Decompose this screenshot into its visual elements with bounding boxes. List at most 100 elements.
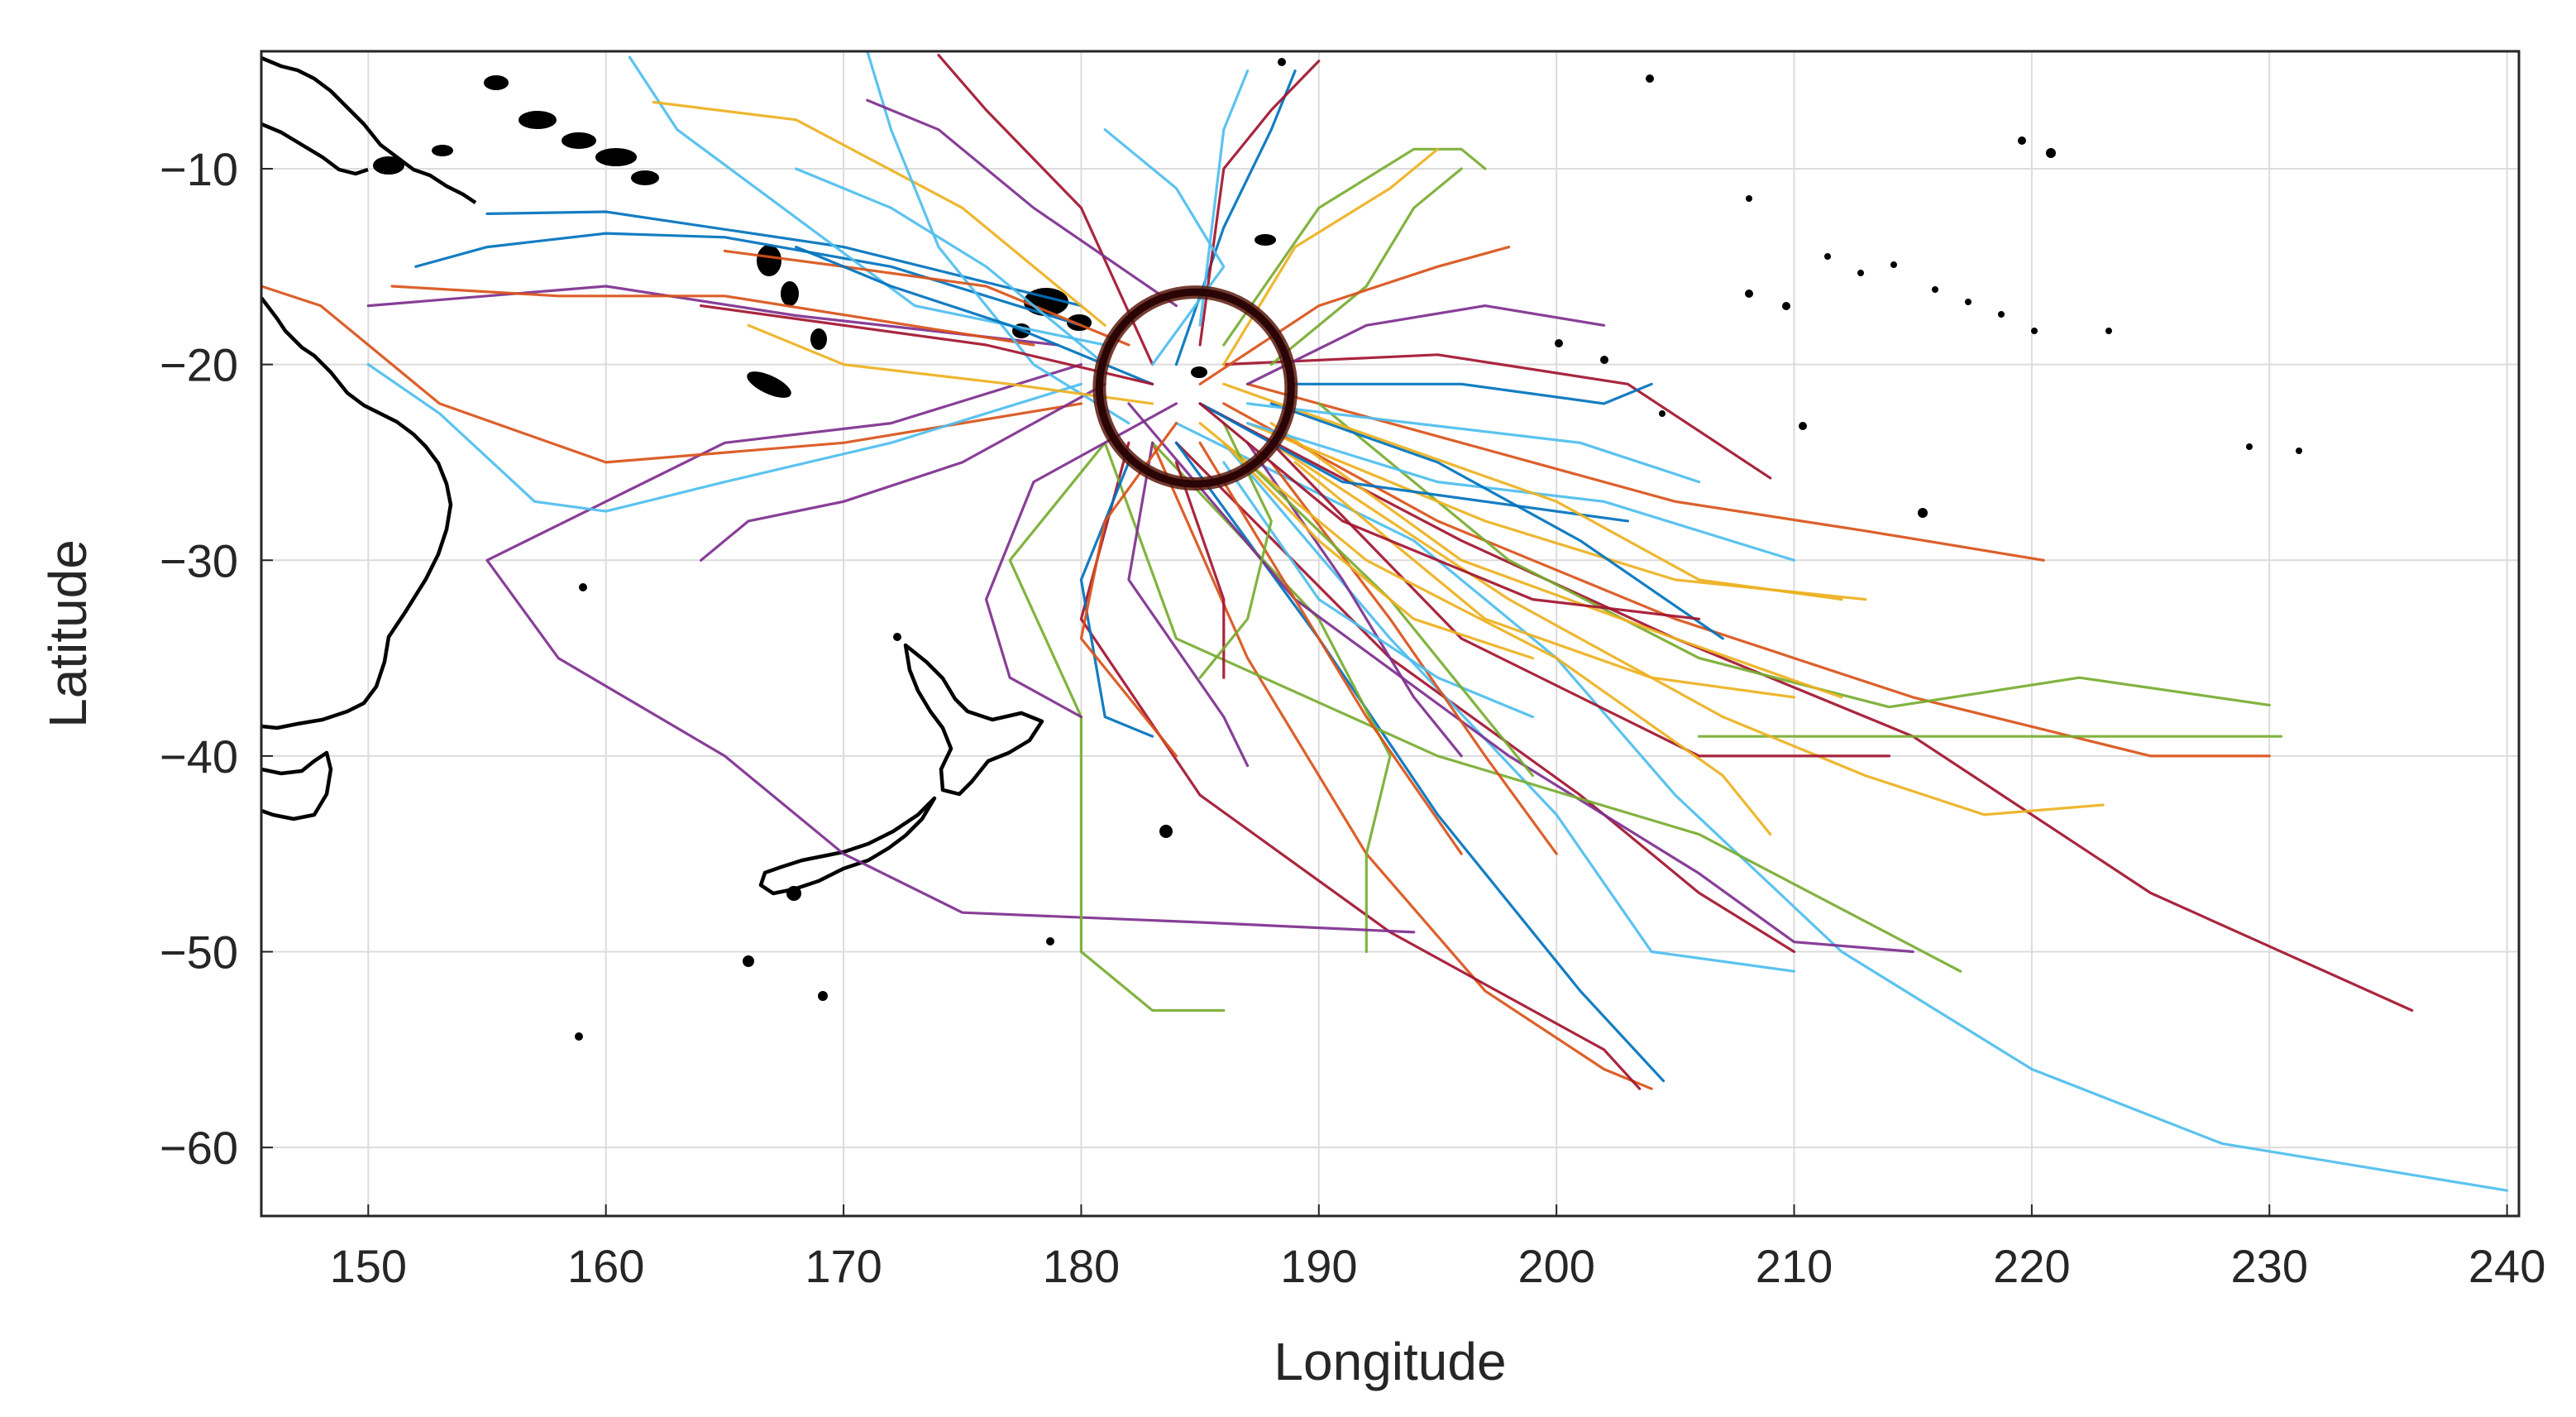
cyclone-track-59 [984, 402, 1178, 719]
cyclone-track-51 [1174, 461, 1226, 679]
cyclone-track-50 [1246, 461, 1534, 778]
island [1600, 356, 1608, 364]
cyclone-track-27 [700, 382, 1106, 562]
cyclone-track-54 [795, 167, 1106, 366]
y-tick-label: −30 [160, 534, 238, 586]
y-axis-label: Latitude [38, 539, 98, 728]
x-tick-label: 160 [567, 1240, 644, 1292]
island [575, 1032, 583, 1041]
cyclone-track-56 [1198, 246, 1511, 385]
island [757, 245, 781, 276]
tick-labels: 150 160 170 180 190 200 210 220 230 240 −10 −20 −30 −… [160, 143, 2545, 1292]
island [2031, 328, 2038, 334]
island [1745, 290, 1753, 298]
cyclone-track-13 [1151, 441, 1653, 1090]
island [595, 148, 637, 166]
cyclone-track-28 [1008, 441, 1226, 1012]
island [579, 583, 587, 591]
island [1646, 74, 1654, 83]
cyclone-track-5 [1222, 353, 1772, 480]
island [1746, 195, 1752, 202]
png-coastline [261, 55, 477, 204]
plot-area [261, 51, 2519, 1216]
island [432, 145, 453, 156]
island [1659, 410, 1666, 417]
cyclone-track-39 [1269, 422, 1843, 699]
cyclone-track-55 [1222, 147, 1440, 366]
cyclone-track-38 [1269, 167, 1463, 366]
cyclone-track-31 [866, 51, 1130, 425]
island [1555, 339, 1563, 347]
island [1255, 234, 1276, 246]
cyclone-track-52 [747, 323, 1154, 405]
y-tick-label: −60 [160, 1122, 238, 1174]
x-tick-label: 220 [1993, 1240, 2070, 1292]
coastline-map [261, 55, 2302, 1041]
tasmania-coastline [261, 750, 333, 821]
island [893, 633, 901, 641]
cyclone-track-14 [1079, 441, 1642, 1090]
new-zealand-south-island [758, 796, 937, 896]
cyclone-track-65 [1198, 402, 1701, 620]
y-tick-label: −40 [160, 730, 238, 783]
island [1965, 299, 1971, 305]
y-tick-label: −50 [160, 926, 238, 979]
cyclone-track-20 [366, 363, 1082, 513]
island [1278, 58, 1286, 66]
island [743, 955, 754, 967]
x-tick-label: 190 [1280, 1240, 1357, 1292]
island [1890, 261, 1897, 268]
cyclone-track-37 [866, 98, 1178, 308]
island [1998, 311, 2005, 318]
island [1932, 286, 1938, 293]
x-tick-label: 180 [1043, 1240, 1120, 1292]
cyclone-track-4 [1246, 382, 2045, 562]
x-tick-label: 230 [2231, 1240, 2308, 1292]
cyclone-track-6 [1317, 402, 2271, 709]
cyclone-track-43 [1269, 441, 1891, 758]
cyclone-track-17 [1103, 441, 1962, 973]
island [781, 281, 799, 306]
cyclone-track-62 [1222, 382, 1843, 601]
island [1799, 422, 1807, 430]
x-tick-label: 170 [805, 1240, 882, 1292]
island [1159, 825, 1173, 838]
x-axis-label: Longitude [1274, 1332, 1506, 1391]
cyclone-track-40 [1246, 422, 1796, 562]
cyclone-track-36 [1198, 69, 1250, 327]
island [373, 156, 404, 175]
x-tick-label: 200 [1517, 1240, 1594, 1292]
island [2296, 448, 2302, 454]
cyclone-track-26 [652, 100, 1106, 327]
cyclone-track-16 [1127, 402, 1914, 954]
australia-coastline [261, 296, 453, 730]
x-tick-label: 210 [1756, 1240, 1833, 1292]
island [810, 328, 827, 350]
island [1857, 270, 1864, 276]
cyclone-tracks [261, 51, 2509, 1192]
cyclone-track-68 [700, 304, 1154, 385]
cyclone-track-63 [1103, 128, 1226, 366]
island [1824, 253, 1831, 260]
cyclone-track-67 [1246, 402, 1701, 484]
cyclone-track-35 [1222, 147, 1487, 347]
plot-frame [260, 50, 2521, 1218]
y-tick-label: −10 [160, 143, 238, 195]
x-tick-label: 150 [330, 1240, 407, 1292]
island [1046, 937, 1054, 945]
new-zealand-north-island [903, 643, 1044, 797]
genesis-circle-group [1092, 285, 1298, 491]
cyclone-track-47 [1222, 461, 1534, 719]
x-tick-label: 240 [2468, 1240, 2545, 1292]
island [747, 371, 791, 398]
png-south-coastline [261, 122, 369, 176]
cyclone-track-48 [1198, 441, 1463, 855]
genesis-region-circle [1095, 288, 1295, 488]
island [2105, 328, 2112, 334]
cyclone-track-19 [261, 285, 1082, 464]
island [1918, 508, 1928, 518]
cyclone-track-41 [1269, 402, 1724, 640]
island [519, 111, 557, 129]
